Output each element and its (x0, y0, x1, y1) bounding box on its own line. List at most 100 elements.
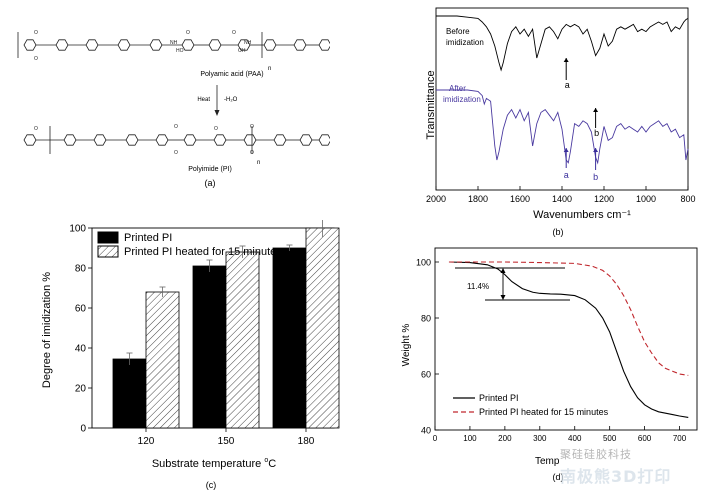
c-legend-label-printed: Printed PI (124, 232, 172, 244)
c-ytick-label: 40 (75, 344, 87, 355)
panel-d-label: (d) (553, 472, 564, 482)
b-series-before-line (436, 15, 689, 72)
panel-b-label: (b) (553, 227, 564, 237)
benzene-ring (55, 39, 69, 51)
benzene-ring (23, 39, 37, 51)
b-before-label-2: imidization (446, 38, 484, 47)
watermark: 聚硅硅胶科技 南极熊3D打印 (560, 446, 705, 486)
b-xtick-label: 1000 (636, 194, 656, 204)
d-ylabel: Weight % (401, 324, 412, 367)
benzene-ring (63, 134, 77, 146)
d-xlabel: Temp (535, 456, 560, 467)
atom-label: O (232, 30, 236, 36)
d-annotation: 11.4% (467, 282, 489, 291)
c-ytick-label: 80 (75, 264, 87, 275)
atom-label: O (34, 56, 38, 62)
d-xtick-label: 500 (603, 434, 617, 443)
benzene-ring (23, 134, 37, 146)
atom-label: O (34, 30, 38, 36)
c-bar-printed (112, 358, 147, 429)
d-ytick-label: 60 (421, 370, 431, 380)
panel-c-label: (c) (206, 480, 217, 490)
c-ytick-label: 60 (75, 304, 87, 315)
paa-structure (17, 32, 330, 58)
benzene-ring (208, 39, 222, 51)
atom-label: HO (176, 48, 184, 54)
c-xtick-label: 120 (138, 436, 155, 447)
b-xtick-label: 1400 (552, 194, 572, 204)
atom-label: O (250, 150, 254, 156)
b-before-label-1: Before (446, 27, 470, 36)
panel-a-scheme: O O O O HO OH NH NH O O O O O O Polyamic acid (PAA) n… (17, 30, 330, 188)
watermark-line-2: 南极熊3D打印 (560, 467, 672, 486)
benzene-ring (155, 134, 169, 146)
c-legend-label-heated: Printed PI heated for 15 minutes (124, 246, 282, 258)
panel-c-bar-chart: 0 20 40 60 80 100 120 150 180 Printed PI Printed … (41, 220, 340, 490)
c-legend-swatch-heated (97, 245, 119, 258)
c-ytick-label: 20 (75, 384, 87, 395)
atom-label: O (250, 124, 254, 130)
d-series-printed-line (448, 261, 689, 418)
benzene-ring (85, 39, 99, 51)
panel-a-label: (a) (205, 178, 216, 188)
c-bar-heated (305, 227, 340, 429)
d-xtick-label: 600 (638, 434, 652, 443)
pi-label: Polyimide (PI) (188, 166, 232, 173)
panel-b-ftir-chart: 2000 1800 1600 1400 1200 1000 800 a b a b Transmi… (425, 7, 696, 237)
c-legend-swatch-printed (97, 231, 119, 244)
b-after-label-1: After (449, 84, 466, 93)
c-ytick-label: 0 (80, 424, 86, 435)
b-xtick-label: 1200 (594, 194, 614, 204)
subscript-n: n (257, 160, 260, 166)
watermark-line-1: 聚硅硅胶科技 (560, 448, 632, 461)
benzene-ring (149, 39, 163, 51)
d-plot-frame (434, 247, 698, 431)
d-xtick-label: 400 (568, 434, 582, 443)
b-ylabel: Transmittance (425, 70, 437, 139)
c-xtick-label: 180 (298, 436, 315, 447)
subscript-n: n (268, 66, 271, 72)
b-peak-label-before: a (565, 80, 570, 90)
atom-label: NH (170, 40, 178, 46)
atom-label: O (34, 126, 38, 132)
benzene-ring (237, 39, 251, 51)
benzene-ring (117, 39, 131, 51)
b-xtick-label: 1600 (510, 194, 530, 204)
b-peak-arrow-head-before (593, 108, 599, 112)
heat-label: Heat (197, 97, 210, 103)
reaction-arrow-head (214, 110, 220, 116)
benzene-ring (213, 134, 227, 146)
b-xtick-label: 2000 (426, 194, 446, 204)
b-after-label-2: imidization (443, 95, 481, 104)
c-ytick-label: 100 (69, 224, 86, 235)
b-xtick-label: 800 (680, 194, 695, 204)
d-legend-label-printed: Printed PI (479, 393, 519, 403)
c-bar-printed (192, 265, 227, 429)
b-peak-label-before: b (594, 128, 599, 138)
c-bar-heated (145, 291, 180, 429)
c-xtick-label: 150 (218, 436, 235, 447)
benzene-ring (293, 39, 307, 51)
d-annot-arrow-head-top (500, 268, 506, 273)
benzene-ring (318, 134, 330, 146)
atom-label: O (186, 30, 190, 36)
d-ytick-label: 80 (421, 314, 431, 324)
d-xtick-label: 0 (433, 434, 438, 443)
d-ytick-label: 40 (421, 426, 431, 436)
c-bar-heated (225, 251, 260, 429)
c-ylabel: Degree of imidization % (41, 272, 53, 388)
d-xtick-label: 700 (673, 434, 687, 443)
benzene-ring (243, 134, 257, 146)
benzene-ring (181, 39, 195, 51)
b-peak-label-after: b (593, 172, 598, 182)
b-peak-arrow-head-after (593, 148, 599, 152)
pi-structure (23, 126, 330, 154)
water-label: -H₂O (224, 97, 238, 103)
d-ytick-label: 100 (416, 258, 431, 268)
benzene-ring (273, 134, 287, 146)
d-xtick-label: 300 (533, 434, 547, 443)
paa-label: Polyamic acid (PAA) (200, 71, 263, 78)
d-xtick-label: 200 (498, 434, 512, 443)
b-peak-arrow-head-before (563, 58, 569, 62)
b-xlabel: Wavenumbers cm⁻¹ (533, 209, 631, 221)
